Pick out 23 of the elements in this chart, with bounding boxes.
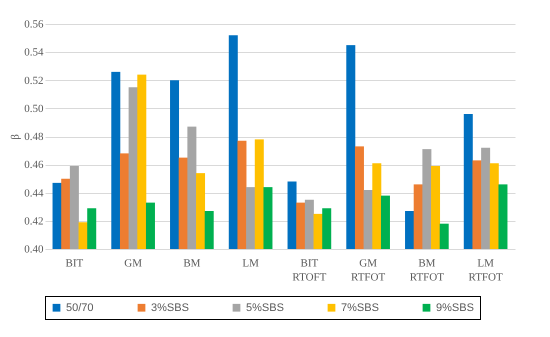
x-tick-label: BIT RTOFT	[292, 258, 327, 284]
x-tick-label: BM RTFOT	[410, 258, 444, 284]
legend-label: 50/70	[66, 302, 94, 314]
x-tick-label: LM RTFOT	[468, 258, 503, 284]
x-tick-label: GM	[124, 258, 142, 270]
y-tick-label: 0.46	[24, 159, 44, 172]
y-tick-label: 0.42	[24, 215, 44, 228]
y-axis-title: β	[9, 134, 22, 140]
x-tick-label: BM	[183, 258, 201, 270]
y-tick-label: 0.40	[24, 244, 44, 256]
y-tick-label: 0.52	[24, 74, 44, 87]
y-tick-label: 0.48	[24, 131, 44, 143]
x-tick-label: GM RTFOT	[351, 258, 386, 284]
legend-label: 3%SBS	[151, 302, 189, 314]
y-tick-label: 0.50	[24, 102, 44, 115]
y-tick-label: 0.44	[24, 187, 44, 200]
y-tick-label: 0.54	[24, 46, 44, 59]
legend-label: 7%SBS	[341, 302, 379, 314]
legend-label: 5%SBS	[246, 302, 284, 314]
x-tick-label: LM	[242, 258, 260, 270]
y-tick-label: 0.56	[24, 18, 44, 30]
legend-label: 9%SBS	[436, 302, 474, 314]
x-tick-label: BIT	[66, 258, 84, 270]
